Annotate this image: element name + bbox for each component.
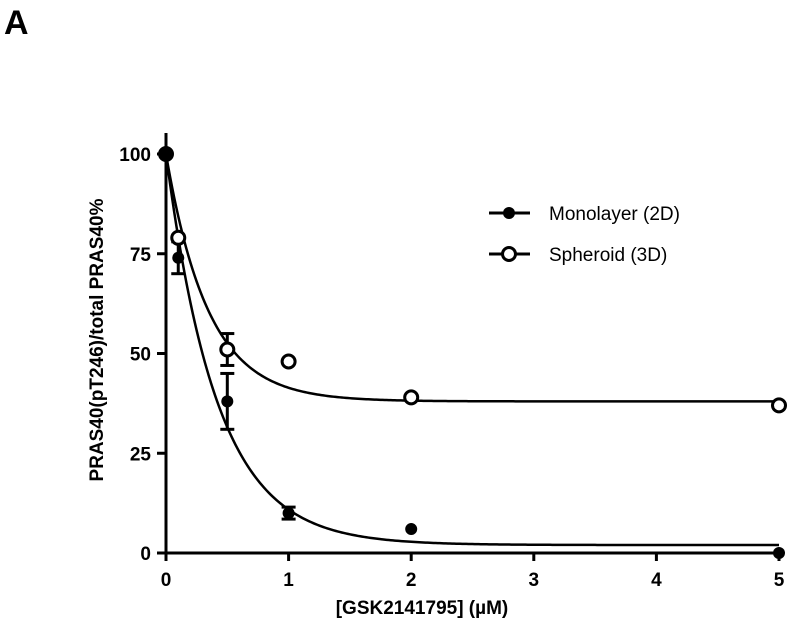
- legend: Monolayer (2D) Spheroid (3D): [489, 204, 680, 266]
- data-points: [158, 146, 787, 559]
- y-axis-title: PRAS40(pT246)/total PRAS40%: [87, 198, 108, 481]
- point-monolayer-1: [172, 251, 185, 264]
- legend-marker-spheroid: [501, 246, 517, 262]
- x-tick-label-5: 5: [774, 570, 785, 591]
- y-tick-label-0: 0: [140, 544, 151, 565]
- error-bars: [171, 240, 296, 521]
- legend-label-spheroid: Spheroid (3D): [549, 245, 667, 266]
- point-monolayer-3: [282, 507, 295, 520]
- fit-curve-1: [164, 153, 779, 403]
- panel-label: A: [4, 4, 29, 42]
- point-spheroid-1: [170, 229, 187, 246]
- y-tick-label-4: 100: [119, 145, 151, 166]
- fit-curves: [164, 153, 779, 547]
- y-tick-label-2: 50: [130, 345, 151, 366]
- point-spheroid-2: [219, 341, 236, 358]
- x-tick-label-1: 1: [283, 570, 294, 591]
- x-tick-label-2: 2: [406, 570, 417, 591]
- legend-item-monolayer: Monolayer (2D): [489, 204, 680, 225]
- x-tick-label-3: 3: [529, 570, 540, 591]
- x-tick-label-0: 0: [161, 570, 172, 591]
- legend-item-spheroid: Spheroid (3D): [489, 245, 667, 266]
- point-monolayer-2: [221, 395, 234, 408]
- y-tick-label-3: 75: [130, 245, 152, 266]
- point-monolayer-4: [405, 523, 418, 536]
- point-spheroid-3: [280, 353, 297, 370]
- point-monolayer-5: [773, 547, 785, 559]
- legend-label-monolayer: Monolayer (2D): [549, 204, 680, 225]
- x-tick-label-4: 4: [651, 570, 662, 591]
- x-axis-title: [GSK2141795] (µM): [336, 598, 509, 619]
- point-spheroid-4: [403, 389, 420, 406]
- point-monolayer-0: [160, 148, 172, 160]
- legend-marker-monolayer: [503, 207, 515, 219]
- y-tick-label-1: 25: [130, 444, 152, 465]
- fit-curve-0: [164, 153, 779, 547]
- point-spheroid-5: [771, 397, 787, 414]
- axes: [164, 133, 782, 555]
